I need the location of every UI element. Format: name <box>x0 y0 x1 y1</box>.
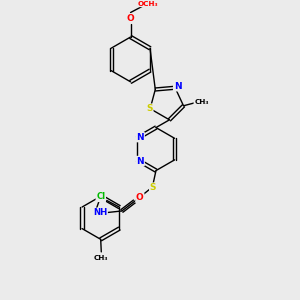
Text: Cl: Cl <box>96 192 105 201</box>
Text: O: O <box>136 193 144 202</box>
Text: CH₃: CH₃ <box>94 255 109 261</box>
Text: OCH₃: OCH₃ <box>138 1 158 7</box>
Text: N: N <box>136 133 144 142</box>
Text: S: S <box>150 183 156 192</box>
Text: S: S <box>146 104 153 113</box>
Text: N: N <box>136 157 144 166</box>
Text: O: O <box>127 14 134 23</box>
Text: N: N <box>174 82 181 91</box>
Text: CH₃: CH₃ <box>194 99 209 105</box>
Text: NH: NH <box>93 208 107 217</box>
